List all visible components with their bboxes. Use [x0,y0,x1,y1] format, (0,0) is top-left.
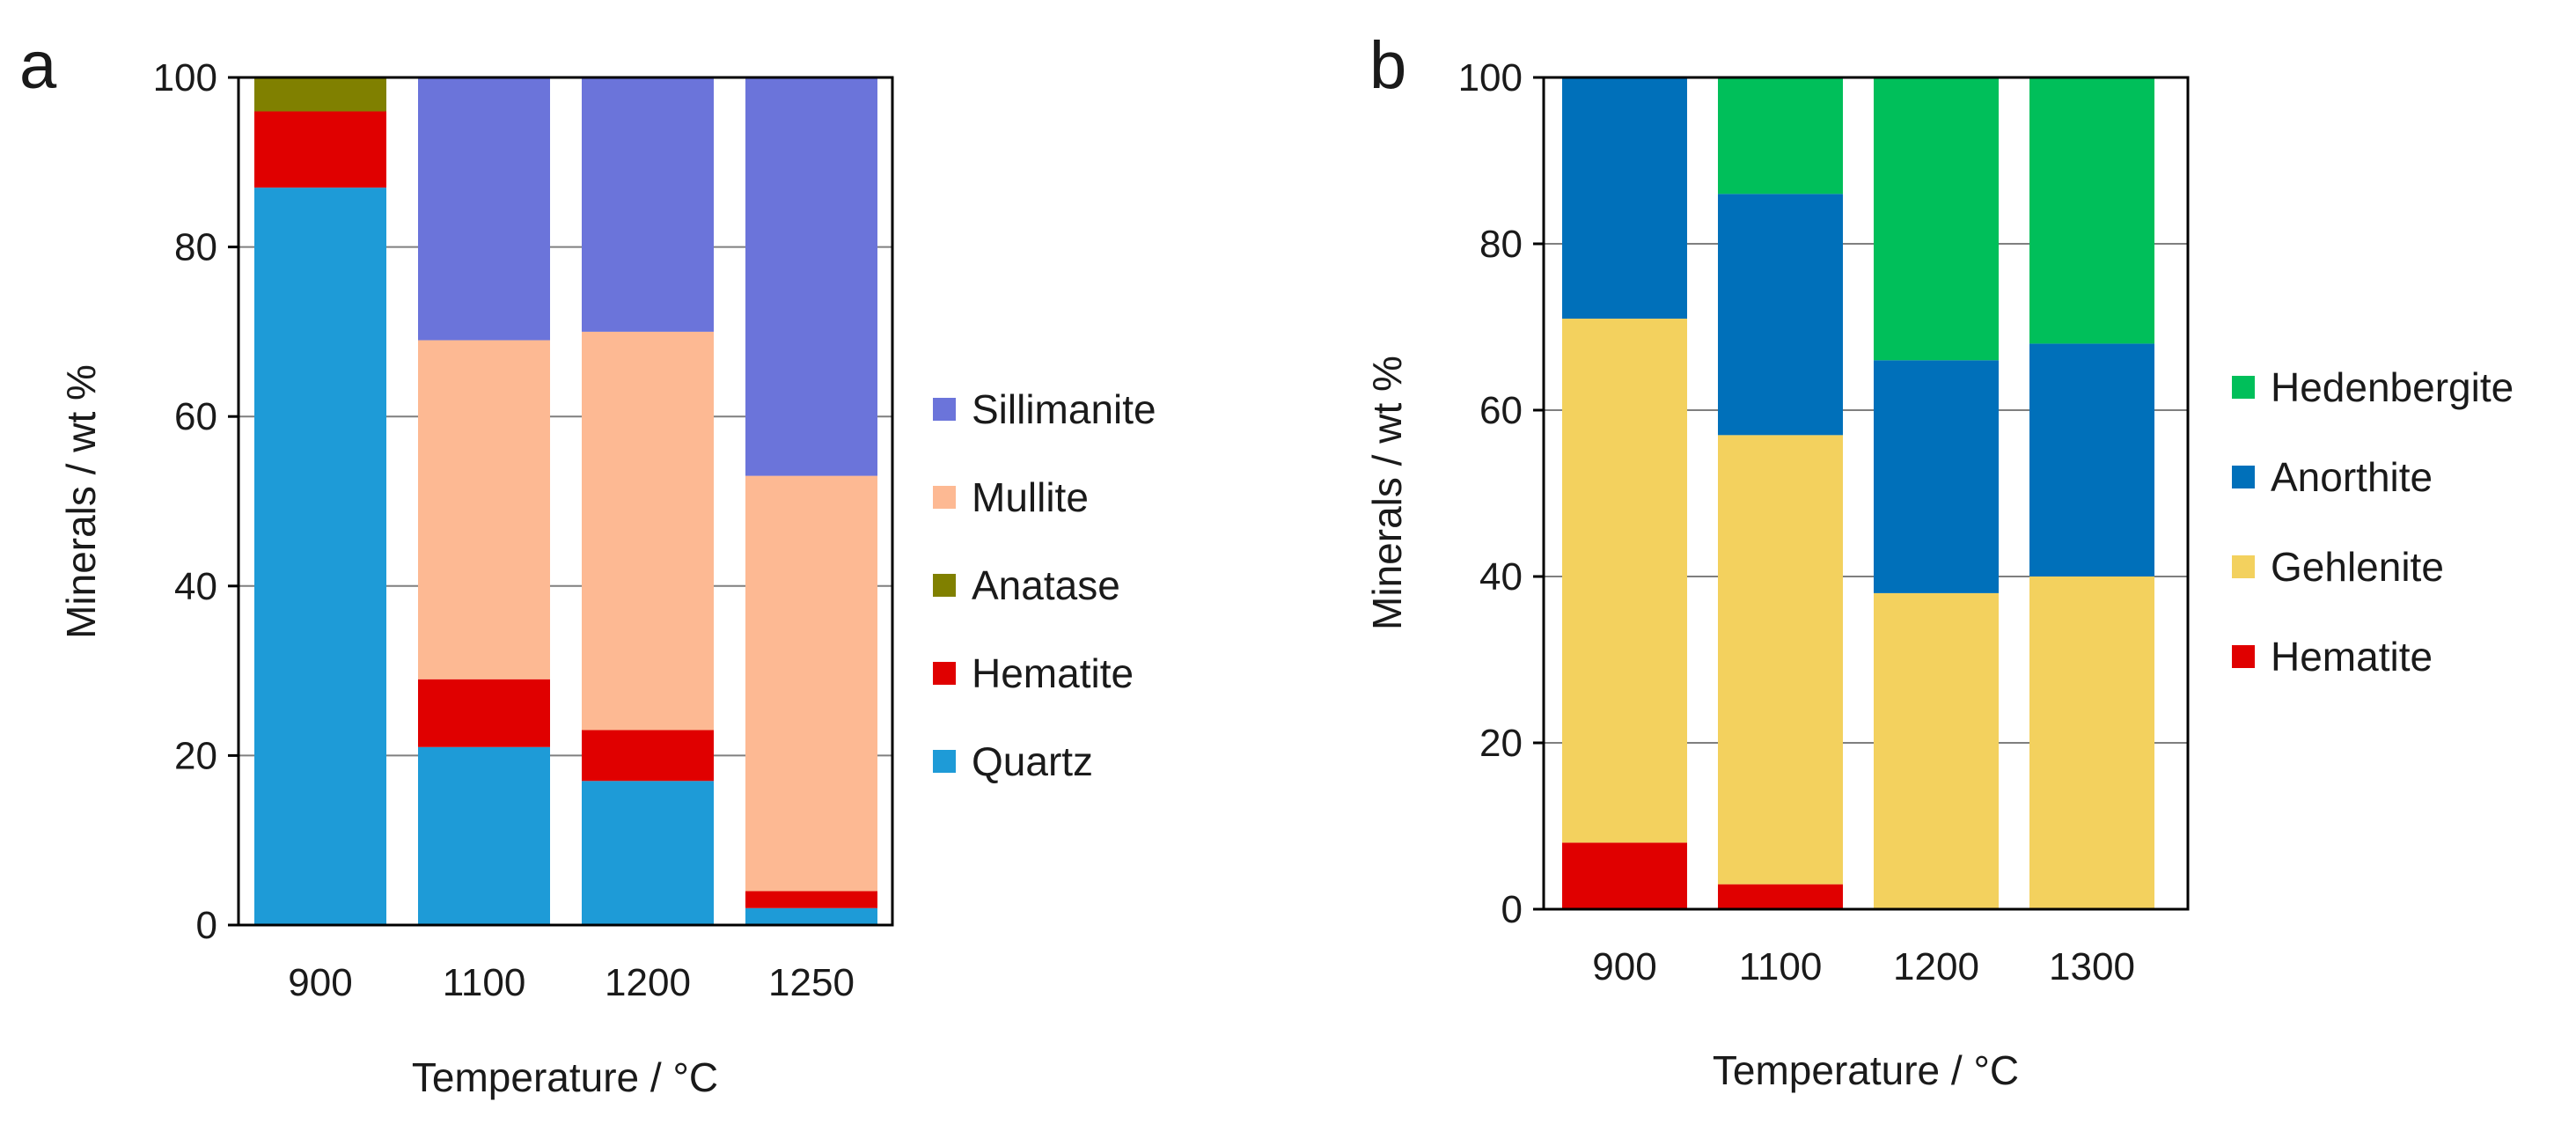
bar-segment-gehlenite-900 [1562,319,1687,843]
chart-panel-a: 0 20 40 60 80 100 900 1100 1200 1250 Temperature /… [19,28,1156,1100]
legend-swatch-hematite [2232,645,2255,668]
y-tick-label: 40 [174,565,217,608]
legend-swatch-sillimanite [933,398,956,421]
y-tick-label: 80 [1479,223,1523,266]
legend-swatch-gehlenite [2232,555,2255,578]
bar-segment-hedenbergite-1300 [2029,77,2154,344]
bar-segment-gehlenite-1200 [1874,592,1999,909]
bar-segment-hematite-1250 [745,891,877,908]
x-tick-label: 1100 [443,961,526,1004]
legend-label: Anatase [972,562,1120,608]
bar-segment-hematite-900 [1562,842,1687,909]
y-axis-title: Minerals / wt % [1364,356,1410,630]
legend-label: Sillimanite [972,386,1156,432]
bar-segment-hematite-1100 [418,679,550,747]
legend-label: Hematite [972,650,1134,696]
x-tick-label: 1200 [1893,945,1979,988]
y-tick-label: 100 [153,56,217,99]
legend-swatch-hedenbergite [2232,376,2255,399]
x-tick-label: 900 [288,961,352,1004]
legend-label: Quartz [972,738,1093,784]
bar-segment-sillimanite-1250 [745,77,877,476]
plot-frame [1542,76,2190,911]
legend-swatch-anorthite [2232,466,2255,488]
bar-segment-mullite-1250 [745,475,877,892]
bar-segment-quartz-900 [254,187,386,925]
y-tick-label: 0 [1501,888,1523,931]
bar-segment-hedenbergite-1100 [1718,77,1843,195]
bar-segment-gehlenite-1100 [1718,435,1843,885]
bar-segment-hematite-1100 [1718,884,1843,909]
y-axis-title: Minerals / wt % [58,364,104,639]
x-axis-title: Temperature / °C [412,1054,718,1100]
x-tick-label: 900 [1592,945,1656,988]
bar-segment-anorthite-1200 [1874,360,1999,593]
y-tick-label: 0 [196,904,217,947]
panel-label: a [19,28,57,103]
x-tick-label: 1250 [768,961,855,1004]
x-tick-label: 1200 [605,961,691,1004]
legend-label: Anorthite [2271,454,2433,500]
x-tick-label: 1300 [2049,945,2135,988]
legend-label: Gehlenite [2271,544,2444,590]
chart-panel-b: 0 20 40 60 80 100 900 1100 1200 1300 Temperature /… [1364,28,2514,1093]
bar-segment-mullite-1200 [582,331,714,731]
bar-segment-quartz-1200 [582,781,714,925]
legend-swatch-quartz [933,750,956,773]
legend-swatch-anatase [933,574,956,597]
bar-segment-sillimanite-1200 [582,77,714,332]
legend-label: Hematite [2271,634,2433,679]
bar-segment-sillimanite-1100 [418,77,550,341]
panel-label: b [1369,28,1406,103]
y-tick-label: 60 [174,395,217,438]
bar-segment-hematite-900 [254,111,386,188]
legend: Sillimanite Mullite Anatase Hematite Quartz [933,386,1156,784]
y-tick-label: 60 [1479,389,1523,432]
plot-frame [237,76,894,927]
bar-segment-anorthite-1300 [2029,343,2154,577]
bar-segment-gehlenite-1300 [2029,577,2154,909]
y-tick-label: 40 [1479,555,1523,599]
bar-segment-mullite-1100 [418,340,550,679]
y-tick-label: 20 [174,734,217,777]
bar-segment-hedenbergite-1200 [1874,77,1999,361]
bar-segment-anorthite-1100 [1718,194,1843,436]
bar-segment-quartz-1250 [745,907,877,925]
x-axis-title: Temperature / °C [1713,1047,2019,1093]
legend-swatch-hematite [933,662,956,685]
y-tick-label: 20 [1479,722,1523,765]
legend: Hedenbergite Anorthite Gehlenite Hematite [2232,364,2514,679]
y-tick-label: 100 [1458,56,1523,99]
x-tick-label: 1100 [1739,945,1823,988]
legend-label: Mullite [972,474,1089,520]
legend-swatch-mullite [933,486,956,509]
bar-segment-hematite-1200 [582,730,714,782]
legend-label: Hedenbergite [2271,364,2514,410]
bar-segment-anatase-900 [254,77,386,112]
bar-segment-quartz-1100 [418,746,550,925]
y-tick-label: 80 [174,226,217,269]
bar-segment-anorthite-900 [1562,77,1687,319]
